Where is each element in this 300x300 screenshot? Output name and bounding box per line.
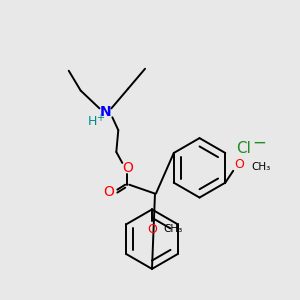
Text: O: O — [234, 158, 244, 171]
Text: −: − — [252, 134, 266, 152]
Text: +: + — [97, 113, 104, 123]
Text: CH₃: CH₃ — [164, 224, 183, 234]
Text: O: O — [147, 223, 157, 236]
Text: CH₃: CH₃ — [251, 162, 270, 172]
Text: H: H — [88, 115, 97, 128]
Text: O: O — [122, 161, 133, 175]
Text: Cl: Cl — [236, 140, 250, 155]
Text: N: N — [100, 105, 111, 119]
Text: O: O — [103, 184, 114, 199]
